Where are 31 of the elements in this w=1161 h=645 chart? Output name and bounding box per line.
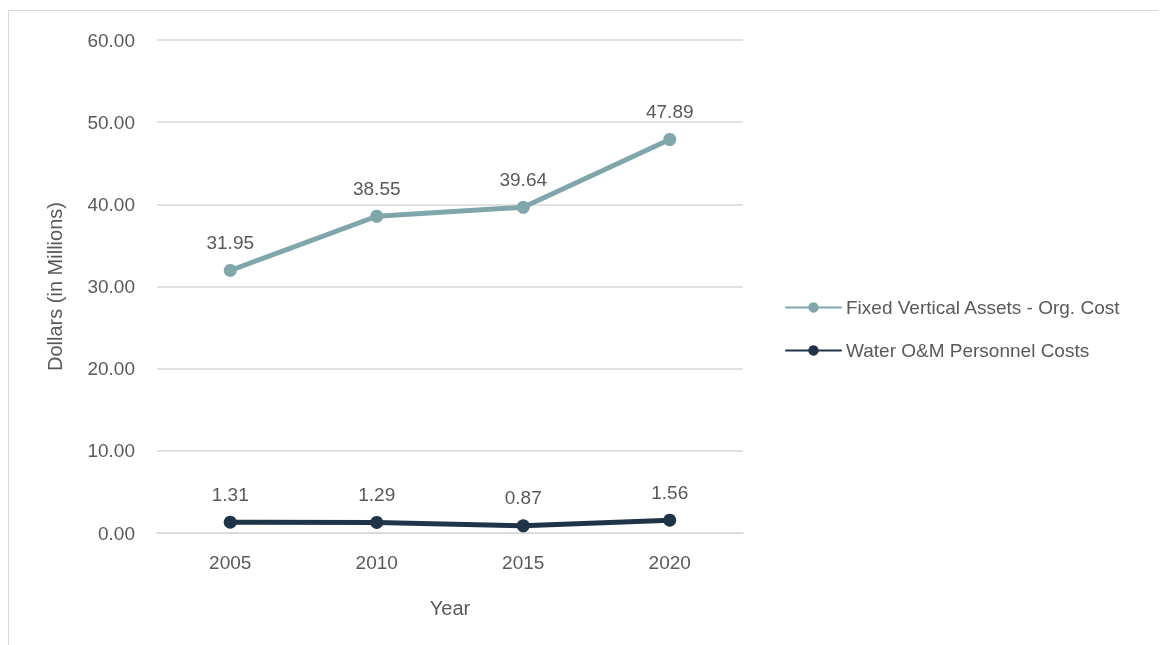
- data-label: 47.89: [645, 101, 694, 122]
- point: [223, 515, 237, 529]
- y-tick-label: 50.00: [87, 111, 135, 133]
- data-label: 31.95: [206, 231, 255, 253]
- data-label: 1.56: [651, 481, 689, 503]
- point: [516, 519, 530, 533]
- data-label: 1.31: [211, 483, 249, 505]
- data-label: 1.29: [358, 483, 396, 505]
- point: [370, 515, 384, 529]
- x-tick-label: 2020: [648, 552, 691, 573]
- y-tick-label: 30.00: [87, 276, 135, 297]
- point: [223, 263, 237, 277]
- y-tick-label: 60.00: [87, 29, 135, 51]
- x-tick-label: 2010: [355, 552, 398, 573]
- data-label: 38.55: [352, 177, 401, 199]
- y-tick-label: 0.00: [98, 522, 135, 544]
- x-axis-title: Year: [429, 597, 471, 619]
- data-label: 0.87: [504, 487, 542, 509]
- point: [370, 209, 384, 223]
- point: [663, 513, 677, 527]
- y-tick-label: 20.00: [87, 358, 135, 380]
- y-tick-label: 10.00: [87, 440, 135, 462]
- point: [516, 200, 530, 214]
- x-tick-label: 2015: [502, 552, 545, 573]
- data-label: 39.64: [499, 168, 548, 190]
- x-tick-label: 2005: [209, 552, 252, 573]
- legend-label: Water O&M Personnel Costs: [846, 340, 1090, 361]
- point: [663, 133, 677, 146]
- y-tick-label: 40.00: [87, 193, 135, 215]
- y-axis-title: Dollars (in Millions): [44, 202, 66, 371]
- legend-label: Fixed Vertical Assets - Org. Cost: [846, 297, 1121, 318]
